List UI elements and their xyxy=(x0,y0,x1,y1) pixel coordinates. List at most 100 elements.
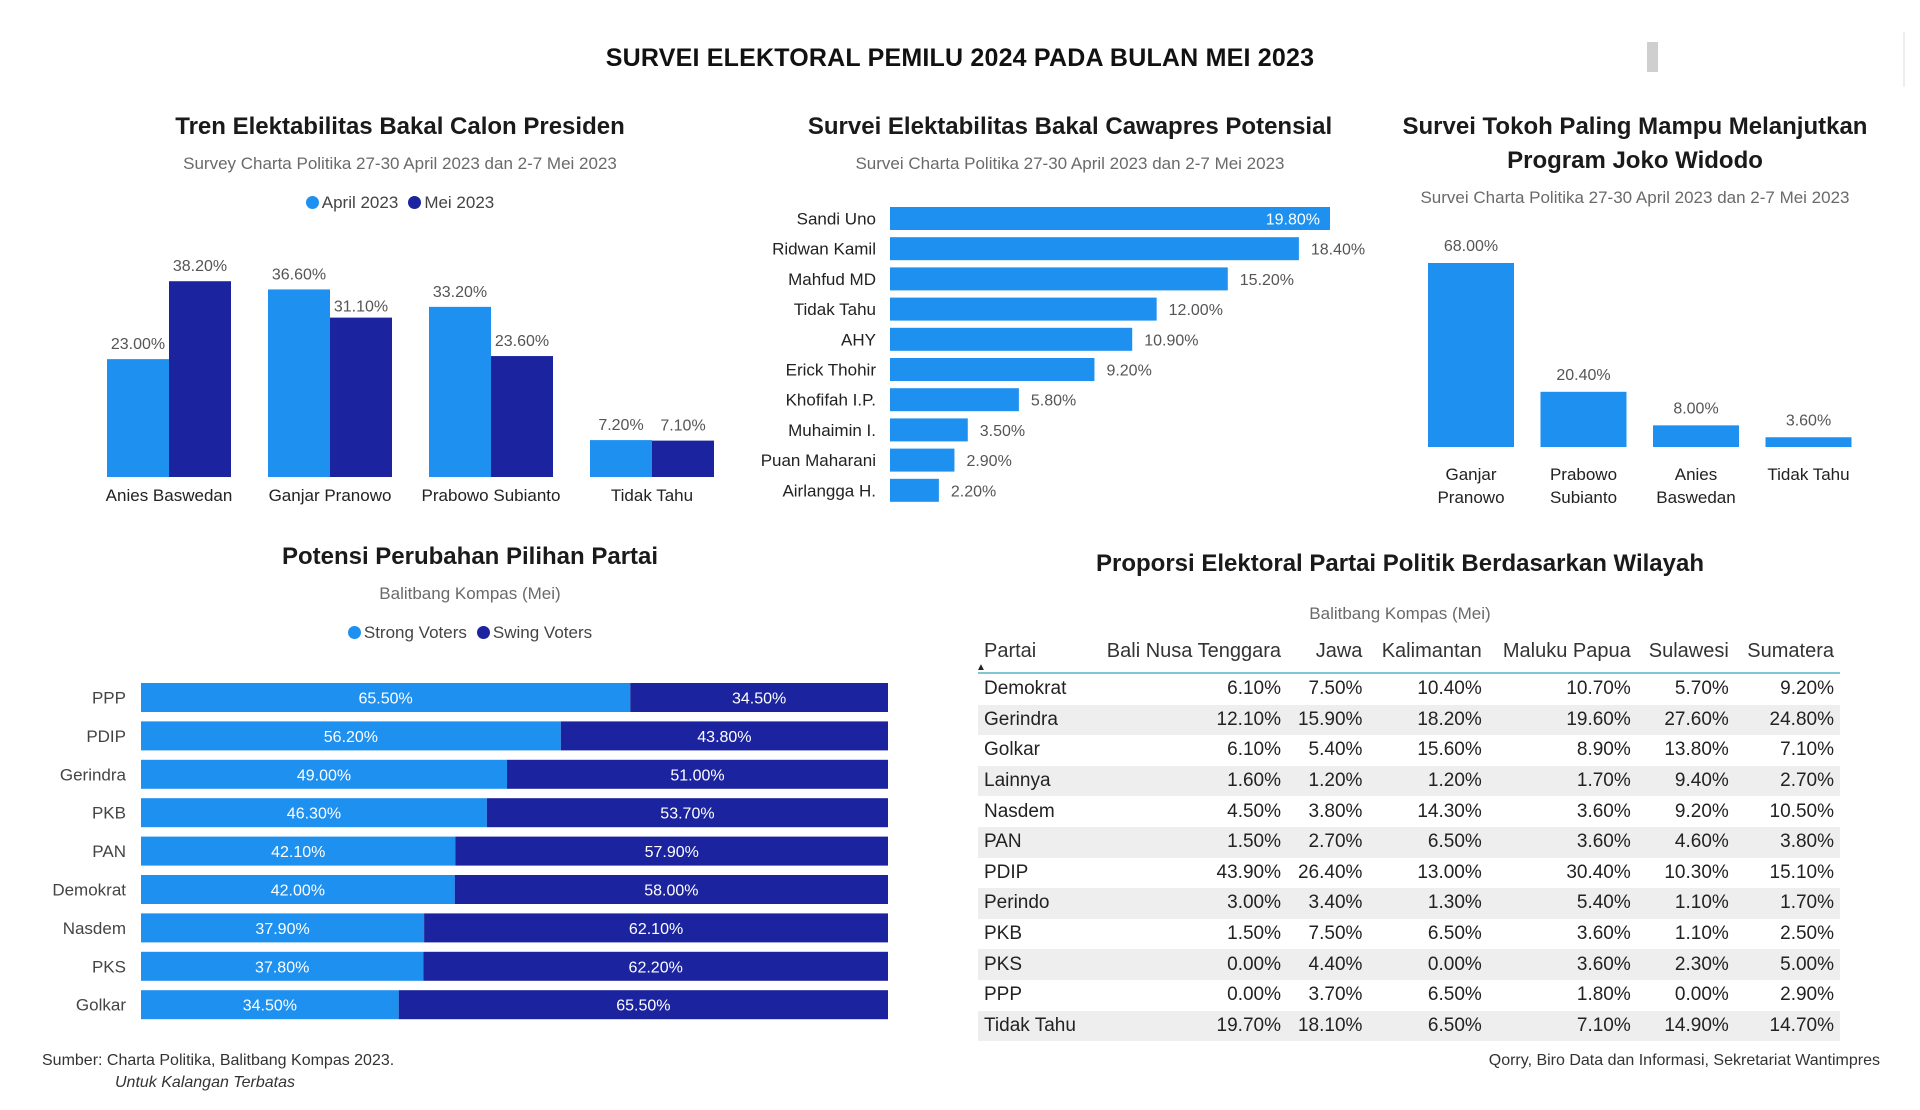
table-row: Gerindra 12.10% 15.90% 18.20% 19.60% 27.60% 24… xyxy=(978,704,1840,736)
bar xyxy=(1653,425,1739,447)
value-cell: 14.30% xyxy=(1417,800,1482,822)
value-cell: 0.00% xyxy=(1674,984,1729,1006)
value-cell: 14.90% xyxy=(1636,1010,1735,1042)
bar xyxy=(890,207,1330,230)
data-label: 38.20% xyxy=(173,258,227,275)
value-cell: 15.10% xyxy=(1769,861,1834,883)
data-label: 3.60% xyxy=(1786,412,1831,429)
category-label: Baswedan xyxy=(1656,488,1735,507)
column-header[interactable]: Bali Nusa Tenggara xyxy=(1088,630,1287,674)
data-label: 56.20% xyxy=(324,729,378,746)
value-cell: 3.70% xyxy=(1308,984,1363,1006)
category-label: Ridwan Kamil xyxy=(772,240,876,259)
legend-item-april: April 2023 xyxy=(305,193,398,212)
data-label: 18.40% xyxy=(1311,242,1365,259)
category-label: PDIP xyxy=(86,727,126,746)
column-header-label: Sulawesi xyxy=(1648,639,1729,662)
region-table: Partai ▲ Bali Nusa Tenggara Jawa Kalimantan M… xyxy=(976,630,1840,1042)
chart1-subtitle: Survey Charta Politika 27-30 April 2023 … xyxy=(183,154,617,173)
table-title: Proporsi Elektoral Partai Politik Berdas… xyxy=(1095,550,1704,577)
chart4-plot: 65.50% 34.50% PPP 56.20% 43.80% PDIP 49.00% 51.… xyxy=(52,683,888,1020)
data-label: 20.40% xyxy=(1556,367,1610,384)
value-cell: 2.30% xyxy=(1636,949,1735,980)
bar-april xyxy=(590,440,652,477)
category-label: Nasdem xyxy=(63,919,126,938)
bar-strong xyxy=(141,836,456,866)
chart3-title-line1: Survei Tokoh Paling Mampu Melanjutkan xyxy=(1402,113,1868,140)
column-header-label: Kalimantan xyxy=(1381,639,1482,662)
category-label: Mahfud MD xyxy=(788,270,876,289)
chart1-title: Tren Elektabilitas Bakal Calon Presiden xyxy=(175,113,625,140)
column-header[interactable]: Sulawesi xyxy=(1636,630,1735,674)
data-label: 7.10% xyxy=(660,418,705,435)
column-header[interactable]: Maluku Papua xyxy=(1487,630,1637,674)
bar-swing xyxy=(455,836,888,866)
column-header[interactable]: Sumatera xyxy=(1734,630,1840,674)
value-cell: 19.60% xyxy=(1487,704,1637,736)
scrollbar-thumb[interactable] xyxy=(1647,42,1658,72)
data-label: 33.20% xyxy=(433,284,487,301)
value-cell: 5.00% xyxy=(1734,949,1840,980)
data-label: 49.00% xyxy=(297,767,351,784)
table-row: PKS 0.00% 4.40% 0.00% 3.60% 2.30% 5.00% xyxy=(978,949,1840,980)
value-cell: 7.50% xyxy=(1308,923,1363,945)
party-name-cell: Nasdem xyxy=(984,800,1055,822)
column-header[interactable]: Kalimantan xyxy=(1368,630,1488,674)
bar xyxy=(890,358,1095,381)
value-cell: 3.60% xyxy=(1576,923,1631,945)
value-cell: 1.70% xyxy=(1734,888,1840,919)
bar-strong xyxy=(141,951,424,981)
bar xyxy=(890,267,1228,291)
value-cell: 8.90% xyxy=(1576,739,1631,761)
category-label: Golkar xyxy=(76,996,126,1015)
value-cell: 2.70% xyxy=(1734,765,1840,797)
data-label: 68.00% xyxy=(1444,238,1498,255)
sort-asc-icon[interactable]: ▲ xyxy=(976,662,986,673)
category-label: Pranowo xyxy=(1437,488,1504,507)
category-label: Tidak Tahu xyxy=(794,300,876,319)
value-cell: 1.20% xyxy=(1368,765,1488,797)
category-label: AHY xyxy=(841,330,876,349)
category-label: Subianto xyxy=(1550,488,1617,507)
category-label: Tidak Tahu xyxy=(1767,465,1849,484)
value-cell: 10.50% xyxy=(1769,800,1834,822)
table-row: Demokrat 6.10% 7.50% 10.40% 10.70% 5.70% 9.20% xyxy=(978,673,1840,705)
bar-mei xyxy=(491,356,553,477)
bar-swing xyxy=(454,875,888,904)
value-cell: 4.60% xyxy=(1636,826,1735,858)
value-cell: 18.20% xyxy=(1368,704,1488,736)
party-name-cell: Gerindra xyxy=(978,704,1089,736)
column-header-label: Sumatera xyxy=(1747,639,1834,662)
bar-mei xyxy=(169,281,231,477)
value-cell: 1.60% xyxy=(1088,765,1287,797)
value-cell: 6.50% xyxy=(1427,984,1482,1006)
data-label: 51.00% xyxy=(670,767,724,784)
chart2-plot: Sandi Uno 19.80% Ridwan Kamil 18.40% Mahfud … xyxy=(761,207,1365,502)
bar xyxy=(1540,391,1627,447)
category-label: Sandi Uno xyxy=(797,210,876,229)
column-header[interactable]: Jawa xyxy=(1287,630,1369,674)
category-label: Demokrat xyxy=(52,881,126,900)
category-label: Anies Baswedan xyxy=(106,486,233,505)
data-label: 12.00% xyxy=(1169,302,1223,319)
value-cell: 12.10% xyxy=(1088,704,1287,736)
value-cell: 6.50% xyxy=(1368,826,1488,858)
table-row: Lainnya 1.60% 1.20% 1.20% 1.70% 9.40% 2.70% xyxy=(978,765,1840,797)
value-cell: 3.80% xyxy=(1734,826,1840,858)
value-cell: 1.20% xyxy=(1287,765,1369,797)
value-cell: 1.80% xyxy=(1576,984,1631,1006)
category-label: PKS xyxy=(92,957,126,976)
category-label: Gerindra xyxy=(60,765,127,784)
table-header-row: Partai ▲ Bali Nusa Tenggara Jawa Kalimantan M… xyxy=(976,630,1840,674)
value-cell: 2.90% xyxy=(1780,984,1834,1006)
column-header-label: Bali Nusa Tenggara xyxy=(1106,639,1281,662)
column-header[interactable]: Partai ▲ xyxy=(976,630,1089,674)
data-label: 9.20% xyxy=(1106,363,1151,380)
value-cell: 3.60% xyxy=(1487,949,1637,980)
category-label: Erick Thohir xyxy=(786,361,877,380)
category-label: Muhaimin I. xyxy=(788,421,876,440)
data-label: 31.10% xyxy=(334,299,388,316)
chart1-plot: 23.00% 38.20% Anies Baswedan 36.60% 31.10% Ga… xyxy=(106,258,714,505)
bar xyxy=(890,448,955,472)
category-label: Khofifah I.P. xyxy=(786,391,876,410)
